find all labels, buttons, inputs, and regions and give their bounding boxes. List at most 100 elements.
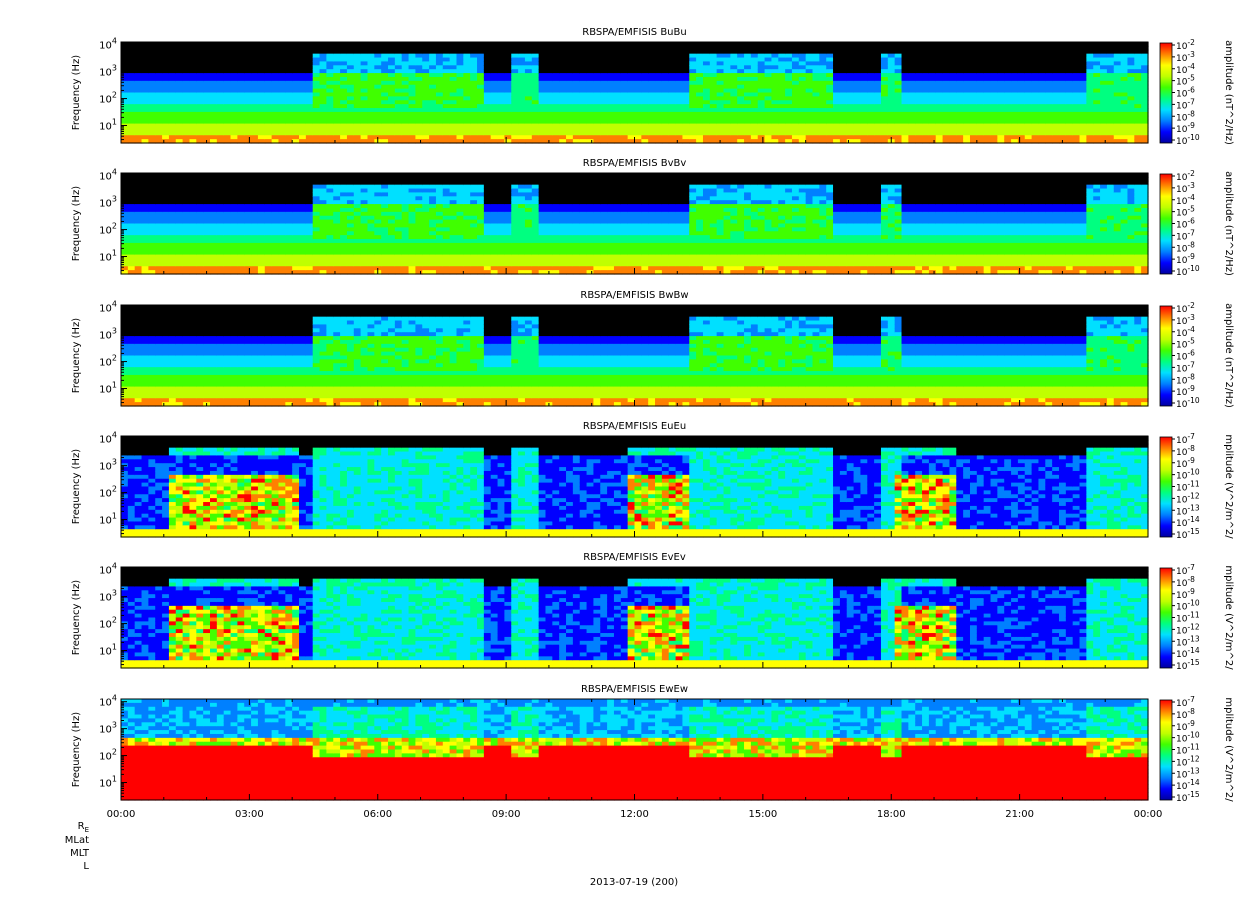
spectrogram-cell: [511, 119, 519, 125]
spectrogram-cell: [771, 104, 779, 109]
spectrogram-cell: [353, 242, 362, 248]
spectrogram-cell: [456, 115, 464, 121]
spectrogram-cell: [155, 223, 163, 228]
spectrogram-cell: [1065, 53, 1074, 59]
spectrogram-cell: [470, 96, 478, 101]
spectrogram-cell: [757, 135, 766, 140]
spectrogram-cell: [497, 96, 506, 101]
spectrogram-cell: [394, 57, 403, 63]
spectrogram-cell: [1052, 119, 1060, 125]
spectrogram-cell: [381, 73, 389, 78]
spectrogram-cell: [230, 76, 238, 82]
spectrogram-cell: [148, 184, 156, 190]
spectrogram-cell: [1093, 42, 1101, 47]
spectrogram-cell: [305, 188, 314, 194]
spectrogram-cell: [237, 127, 245, 132]
spectrogram-cell: [1031, 61, 1040, 66]
spectrogram-cell: [1052, 76, 1060, 82]
spectrogram-cell: [1017, 119, 1026, 125]
spectrogram-cell: [340, 135, 348, 140]
spectrogram-cell: [949, 61, 957, 66]
spectrogram-cell: [237, 131, 245, 136]
spectrogram-cell: [627, 104, 636, 109]
spectrogram-cell: [1045, 104, 1053, 109]
spectrogram-cell: [210, 45, 218, 51]
spectrogram-cell: [1058, 69, 1067, 74]
spectrogram-cell: [1072, 73, 1081, 78]
spectrogram-cell: [299, 258, 307, 263]
spectrogram-cell: [435, 57, 444, 63]
spectrogram-cell: [292, 104, 300, 109]
spectrogram-cell: [1120, 88, 1129, 94]
spectrogram-cell: [880, 108, 889, 113]
spectrogram-cell: [1058, 115, 1067, 121]
spectrogram-cell: [928, 88, 937, 94]
spectrogram-cell: [121, 61, 129, 66]
spectrogram-cell: [237, 184, 245, 190]
spectrogram-cell: [613, 108, 622, 113]
spectrogram-cell: [696, 42, 704, 47]
spectrogram-cell: [168, 231, 177, 236]
spectrogram-cell: [1011, 104, 1019, 109]
spectrogram-cell: [874, 84, 882, 90]
spectrogram-cell: [319, 76, 327, 82]
spectrogram-cell: [456, 119, 464, 125]
spectrogram-cell: [388, 139, 396, 144]
spectrogram-cell: [367, 131, 375, 136]
spectrogram-cell: [1017, 96, 1026, 101]
spectrogram-cell: [805, 49, 814, 55]
spectrogram-cell: [299, 254, 307, 260]
spectrogram-cell: [661, 119, 670, 125]
spectrogram-cell: [990, 69, 998, 74]
spectrogram-cell: [374, 88, 382, 94]
spectrogram-cell: [771, 131, 779, 136]
spectrogram-cell: [162, 223, 170, 228]
spectrogram-cell: [155, 176, 163, 182]
spectrogram-cell: [340, 61, 348, 66]
spectrogram-cell: [319, 127, 327, 132]
spectrogram-cell: [292, 49, 300, 55]
spectrogram-cell: [600, 57, 608, 63]
spectrogram-cell: [723, 131, 731, 136]
spectrogram-cell: [162, 270, 170, 275]
spectrogram-cell: [969, 42, 978, 47]
spectrogram-cell: [216, 45, 225, 51]
spectrogram-cell: [750, 45, 759, 51]
spectrogram-cell: [210, 115, 218, 121]
spectrogram-cell: [887, 104, 896, 109]
spectrogram-cell: [312, 119, 321, 125]
spectrogram-cell: [586, 45, 595, 51]
spectrogram-cell: [182, 69, 191, 74]
spectrogram-cell: [374, 184, 382, 190]
spectrogram-cell: [963, 65, 971, 70]
spectrogram-cell: [641, 131, 649, 136]
spectrogram-cell: [613, 42, 622, 47]
spectrogram-cell: [210, 100, 218, 105]
spectrogram-cell: [394, 100, 403, 105]
spectrogram-cell: [1011, 73, 1019, 78]
spectrogram-cell: [367, 119, 375, 125]
spectrogram-cell: [545, 131, 553, 136]
spectrogram-cell: [922, 92, 930, 97]
spectrogram-cell: [353, 200, 362, 205]
spectrogram-cell: [442, 53, 451, 59]
spectrogram-cell: [210, 65, 218, 70]
spectrogram-cell: [449, 53, 458, 59]
spectrogram-cell: [305, 262, 314, 267]
spectrogram-cell: [490, 84, 499, 90]
spectrogram-cell: [292, 76, 300, 82]
spectrogram-cell: [148, 215, 156, 221]
spectrogram-cell: [326, 270, 334, 275]
spectrogram-cell: [1065, 96, 1074, 101]
spectrogram-cell: [634, 115, 642, 121]
spectrogram-cell: [244, 173, 252, 178]
spectrogram-cell: [244, 119, 252, 125]
spectrogram-cell: [319, 100, 327, 105]
spectrogram-cell: [134, 115, 143, 121]
y-tick-exponent: 1: [112, 117, 117, 126]
spectrogram-cell: [360, 45, 369, 51]
spectrogram-cell: [326, 123, 334, 129]
spectrogram-cell: [668, 49, 677, 55]
spectrogram-cell: [162, 45, 170, 51]
panel-title: RBSPA/EMFISIS BvBv: [583, 158, 687, 169]
